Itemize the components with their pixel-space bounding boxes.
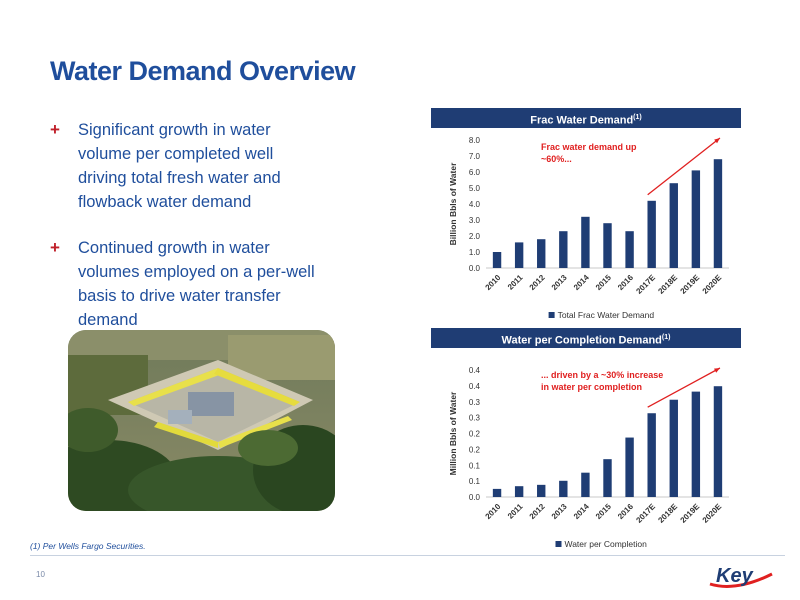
- chart2-x-tick-label: 2011: [506, 502, 525, 521]
- chart2-annotation: ... driven by a ~30% increase: [541, 370, 663, 380]
- chart1-x-tick-label: 2011: [506, 273, 525, 292]
- chart2-bar: [647, 413, 656, 497]
- chart1-bar: [492, 252, 502, 268]
- chart2-x-tick-label: 2018E: [656, 502, 679, 525]
- chart2-trend-arrowhead: [713, 368, 720, 373]
- chart1-legend-label: Total Frac Water Demand: [558, 310, 655, 320]
- chart1-x-tick-label: 2010: [484, 273, 503, 292]
- chart2-x-tick-label: 2020E: [701, 502, 724, 525]
- chart1-bar: [647, 200, 656, 268]
- chart2-x-tick-label: 2013: [550, 502, 569, 521]
- chart1-y-tick-label: 1.0: [469, 248, 481, 257]
- chart2-y-tick-label: 0.4: [469, 382, 481, 391]
- chart2-x-tick-label: 2019E: [679, 502, 702, 525]
- chart1-title: Frac Water Demand: [530, 114, 634, 127]
- bullet-item: + Continued growth in water volumes empl…: [50, 236, 320, 332]
- chart2-y-tick-label: 0.4: [469, 366, 481, 375]
- chart1-x-tick-label: 2014: [572, 273, 591, 292]
- chart1-y-tick-label: 4.0: [469, 200, 481, 209]
- chart2-bar: [669, 399, 678, 497]
- chart1-trend-arrowhead: [714, 138, 720, 144]
- chart2-x-tick-label: 2015: [594, 502, 613, 521]
- chart1-y-tick-label: 3.0: [469, 216, 481, 225]
- chart2-bar: [537, 484, 546, 497]
- chart2-y-tick-label: 0.0: [469, 493, 481, 502]
- chart1-bar: [713, 159, 723, 268]
- chart1-bar: [537, 239, 546, 268]
- chart2-x-tick-label: 2017E: [634, 502, 657, 525]
- bullet-text: Continued growth in water volumes employ…: [78, 239, 315, 329]
- chart2-annotation: in water per completion: [541, 382, 642, 392]
- chart2-y-tick-label: 0.2: [469, 445, 481, 454]
- chart1-bar: [625, 231, 634, 268]
- chart2-y-axis-label: Million Bbls of Water: [448, 391, 458, 475]
- chart1-legend-swatch: [548, 312, 555, 318]
- chart1-x-tick-label: 2012: [528, 273, 547, 292]
- chart1-y-tick-label: 8.0: [469, 136, 481, 145]
- chart1-y-tick-label: 0.0: [469, 264, 481, 273]
- chart1-bar: [581, 216, 590, 268]
- chart2-bar: [691, 391, 701, 497]
- chart1-header: Frac Water Demand(1): [431, 108, 741, 128]
- chart1-bar: [559, 231, 568, 268]
- chart2-legend-swatch: [555, 541, 562, 547]
- chart1-x-tick-label: 2015: [594, 273, 613, 292]
- chart2-title-footnote: (1): [661, 334, 671, 341]
- chart1-title-footnote: (1): [633, 114, 642, 121]
- chart1-annotation: ~60%...: [541, 154, 572, 164]
- page-title: Water Demand Overview: [50, 56, 356, 86]
- chart1-y-tick-label: 5.0: [469, 184, 481, 193]
- chart2-y-tick-label: 0.1: [469, 461, 481, 470]
- chart1-x-tick-label: 2020E: [701, 273, 724, 296]
- chart2-y-tick-label: 0.3: [469, 414, 481, 423]
- footnote: (1) Per Wells Fargo Securities.: [30, 541, 146, 551]
- chart2-title: Water per Completion Demand: [501, 334, 662, 347]
- bullet-text: Significant growth in water volume per c…: [78, 121, 281, 211]
- page-number: 10: [36, 570, 45, 579]
- plus-bullet-icon: +: [50, 238, 60, 257]
- key-logo: Key: [709, 565, 773, 588]
- chart2-x-tick-label: 2010: [484, 502, 503, 521]
- chart1-x-tick-label: 2016: [616, 273, 635, 292]
- water-per-completion-chart: 0.0 0.1 0.1 0.2 0.2 0.3 0.3 0.4 0.4 Million Bbls …: [448, 366, 729, 549]
- chart1-y-tick-label: 2.0: [469, 232, 481, 241]
- chart2-legend-label: Water per Completion: [565, 539, 648, 549]
- chart1-bar: [669, 183, 678, 268]
- footer-divider: [30, 555, 785, 556]
- chart1-x-tick-label: 2017E: [634, 273, 657, 296]
- frac-water-demand-chart: 0.0 1.0 2.0 3.0 4.0 5.0 6.0 7.0 8.0 Billion Bbls …: [448, 136, 729, 320]
- chart2-bar: [625, 437, 634, 497]
- chart2-header: Water per Completion Demand(1): [431, 328, 741, 348]
- chart1-bar: [514, 242, 524, 268]
- chart1-trend-arrow: [647, 137, 721, 196]
- chart2-y-tick-label: 0.3: [469, 398, 481, 407]
- chart2-bar: [713, 386, 723, 497]
- bullet-item: + Significant growth in water volume per…: [50, 118, 320, 214]
- chart2-bar: [581, 472, 590, 497]
- bullet-list: + Significant growth in water volume per…: [50, 118, 320, 354]
- chart2-bar: [603, 459, 612, 497]
- chart1-bar: [691, 170, 701, 268]
- chart2-x-tick-label: 2012: [528, 502, 547, 521]
- chart1-annotation: Frac water demand up: [541, 142, 637, 152]
- aerial-photo: [68, 330, 335, 511]
- chart1-y-axis-label: Billion Bbls of Water: [448, 162, 458, 245]
- chart2-bar: [492, 488, 502, 497]
- chart2-x-tick-label: 2016: [616, 502, 635, 521]
- chart2-trend-arrow: [647, 367, 721, 408]
- plus-bullet-icon: +: [50, 120, 60, 139]
- chart1-bar: [603, 223, 612, 268]
- chart2-bar: [514, 486, 524, 497]
- chart1-x-tick-label: 2019E: [679, 273, 702, 296]
- chart2-y-tick-label: 0.2: [469, 430, 481, 439]
- chart2-bar: [559, 480, 568, 497]
- chart1-y-tick-label: 7.0: [469, 152, 481, 161]
- chart1-y-tick-label: 6.0: [469, 168, 481, 177]
- chart1-x-tick-label: 2018E: [656, 273, 679, 296]
- logo-text: Key: [716, 565, 754, 587]
- chart1-x-tick-label: 2013: [550, 273, 569, 292]
- chart2-x-tick-label: 2014: [572, 502, 591, 521]
- chart2-y-tick-label: 0.1: [469, 477, 481, 486]
